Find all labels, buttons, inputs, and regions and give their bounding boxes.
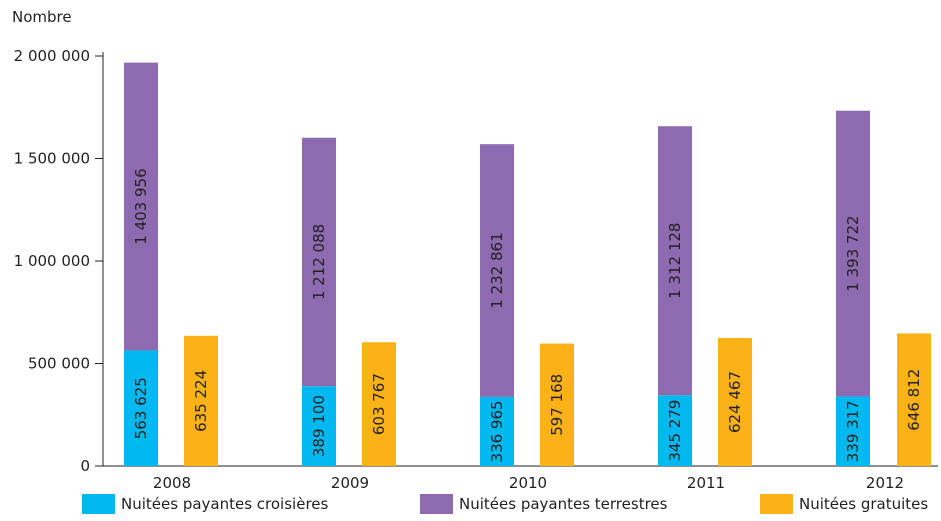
legend-swatch-gratuites	[760, 494, 793, 514]
axes: 0 500 000 1 000 000 1 500 000 2 000 000 2008 2…	[14, 47, 938, 490]
bar-gratuites-2008	[184, 335, 218, 466]
bar-gratuites-2010	[540, 343, 574, 466]
bar-chart: 0 500 000 1 000 000 1 500 000 2 000 000 2008 2…	[14, 47, 938, 490]
x-tick-label: 2012	[866, 474, 904, 490]
legend: Nuitées payantes croisières Nuitées paya…	[0, 494, 941, 518]
data-label-terrestres-2011: 1 312 128	[666, 223, 684, 299]
data-label-croisieres-2009: 389 100	[310, 395, 328, 457]
legend-swatch-terrestres	[420, 494, 453, 514]
y-axis-title: Nombre	[12, 8, 72, 26]
data-label-croisieres-2008: 563 625	[132, 377, 150, 439]
bar-terrestres-2010	[480, 144, 514, 397]
data-label-croisieres-2011: 345 279	[666, 400, 684, 462]
x-tick-label: 2011	[687, 474, 725, 490]
bar-croisieres-2011	[658, 395, 692, 466]
y-tick-label: 0	[80, 457, 90, 475]
legend-swatch-croisieres	[82, 494, 115, 514]
bar-croisieres-2010	[480, 396, 514, 466]
legend-label-gratuites: Nuitées gratuites	[799, 495, 929, 513]
x-tick-label: 2009	[331, 474, 369, 490]
data-label-gratuites-2011: 624 467	[726, 371, 744, 433]
legend-label-croisieres: Nuitées payantes croisières	[121, 495, 329, 513]
bar-croisieres-2012	[836, 396, 870, 466]
bar-croisieres-2009	[302, 386, 336, 466]
data-label-croisieres-2012: 339 317	[844, 400, 862, 462]
data-label-croisieres-2010: 336 965	[488, 400, 506, 462]
data-label-gratuites-2009: 603 767	[370, 373, 388, 435]
data-label-terrestres-2009: 1 212 088	[310, 224, 328, 300]
legend-item-terrestres: Nuitées payantes terrestres	[420, 494, 667, 514]
y-tick-label: 1 000 000	[14, 252, 90, 270]
bar-terrestres-2011	[658, 126, 692, 396]
data-label-terrestres-2008: 1 403 956	[132, 168, 150, 244]
bar-terrestres-2009	[302, 137, 336, 387]
legend-label-terrestres: Nuitées payantes terrestres	[459, 495, 668, 513]
x-tick-label: 2008	[153, 474, 191, 490]
data-label-gratuites-2008: 635 224	[192, 370, 210, 432]
bar-croisieres-2008	[124, 350, 158, 466]
bar-terrestres-2008	[124, 62, 158, 351]
data-label-terrestres-2010: 1 232 861	[488, 232, 506, 308]
bar-gratuites-2011	[718, 337, 752, 466]
legend-item-gratuites: Nuitées gratuites	[760, 494, 928, 514]
bar-terrestres-2012	[836, 110, 870, 397]
y-tick-label: 1 500 000	[14, 150, 90, 168]
legend-item-croisieres: Nuitées payantes croisières	[82, 494, 328, 514]
bar-gratuites-2009	[362, 342, 396, 466]
data-label-terrestres-2012: 1 393 722	[844, 215, 862, 291]
bars	[124, 62, 931, 466]
y-tick-label: 500 000	[28, 355, 90, 373]
data-label-gratuites-2010: 597 168	[548, 374, 566, 436]
y-tick-label: 2 000 000	[14, 47, 90, 65]
data-label-gratuites-2012: 646 812	[905, 369, 923, 431]
data-labels: 563 625 1 403 956 635 224 389 100 1 212 088 6…	[132, 168, 923, 462]
x-tick-label: 2010	[509, 474, 547, 490]
bar-gratuites-2012	[897, 333, 931, 466]
